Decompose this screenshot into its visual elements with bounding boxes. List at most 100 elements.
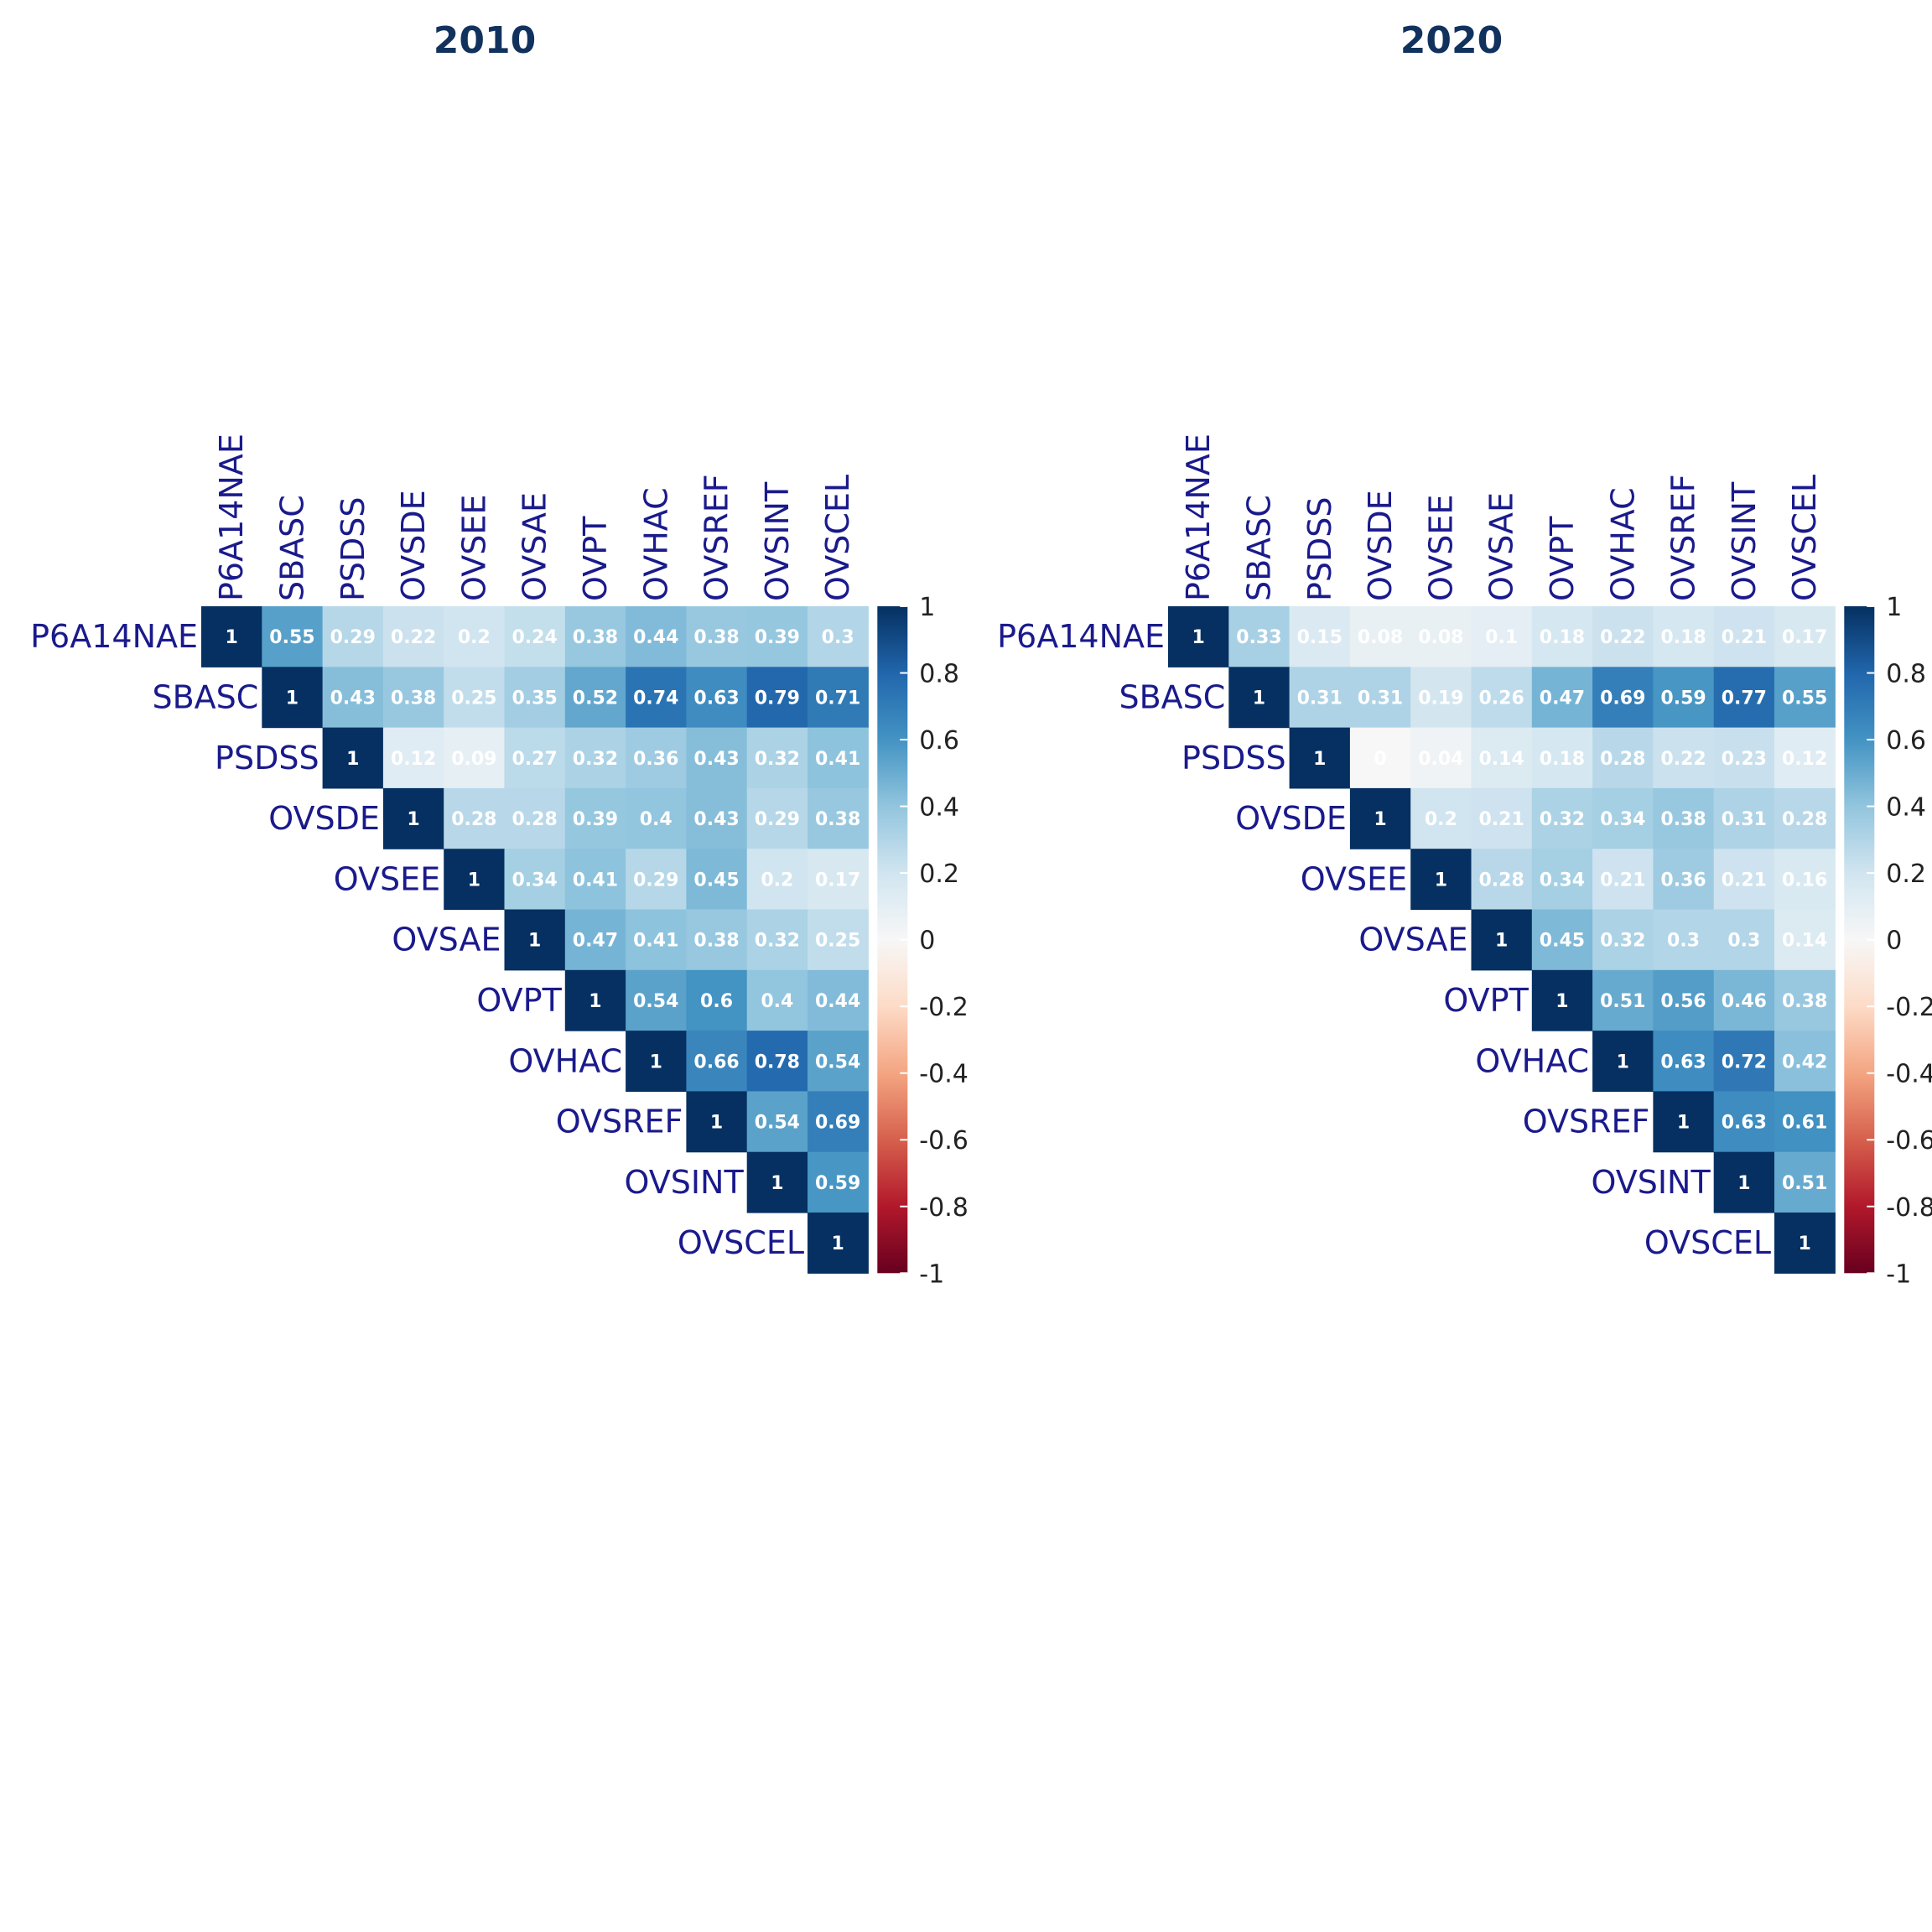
column-label: OVSDE [1362, 490, 1399, 601]
cell-value-label: 0.39 [573, 809, 618, 830]
cell-value-label: 0.22 [1660, 749, 1706, 770]
heatmap-cell [808, 667, 869, 729]
heatmap-cell [1410, 787, 1472, 849]
heatmap-cell [808, 727, 869, 789]
heatmap-cell [626, 606, 687, 667]
heatmap-cell [1592, 969, 1654, 1031]
colorbar-tick-label: -0.4 [1886, 1060, 1932, 1089]
colorbar-tick-label: -0.8 [1886, 1193, 1932, 1223]
colorbar: 1 0.8 0.6 0.4 0.2 0 -0.2 -0.4 -0.6 -0.8 -1 [877, 593, 969, 1289]
colorbar-tick-label: -0.2 [919, 993, 969, 1022]
cell-value-label: 0.38 [573, 627, 618, 648]
row-label: P6A14NAE [997, 618, 1165, 655]
row-label: SBASC [152, 678, 258, 715]
cell-value-label: 0.61 [1782, 1113, 1827, 1134]
heatmap-cell [1592, 667, 1654, 729]
row-label: OVPT [476, 982, 562, 1019]
cell-value-label: 0.47 [1540, 688, 1585, 709]
heatmap-cell [564, 909, 626, 971]
row-label: P6A14NAE [30, 618, 198, 655]
colorbar-tick-label: -0.8 [919, 1193, 969, 1223]
column-label: OVSEE [1422, 495, 1459, 601]
heatmap-cell [444, 787, 506, 849]
cell-value-label: 1 [225, 627, 237, 648]
cell-value-label: 1 [1737, 1173, 1750, 1194]
cell-value-label: 1 [1192, 627, 1204, 648]
cell-value-label: 1 [1435, 870, 1447, 891]
cell-value-label: 0.2 [458, 627, 491, 648]
heatmap-cell [1471, 606, 1533, 667]
heatmap-cell [808, 1151, 869, 1213]
heatmap-cell [1653, 849, 1715, 911]
row-label: OVSAE [392, 922, 501, 958]
cell-value-label: 0.35 [512, 688, 558, 709]
column-label: OVHAC [637, 487, 674, 601]
heatmap-cell [746, 787, 808, 849]
cell-value-label: 0.17 [815, 870, 860, 891]
cell-value-label: 0.3 [822, 627, 854, 648]
row-label: OVSREF [1523, 1104, 1650, 1140]
cell-value-label: 1 [1677, 1113, 1690, 1134]
heatmap-cell [1713, 727, 1775, 789]
heatmap-cell [1471, 727, 1533, 789]
row-label: OVHAC [1475, 1042, 1589, 1079]
heatmap-cell [626, 909, 687, 971]
heatmap-cell [808, 909, 869, 971]
column-label: SBASC [1240, 495, 1277, 601]
heatmap-cell [1774, 727, 1836, 789]
cell-value-label: 0.63 [1722, 1113, 1767, 1134]
cell-value-label: 0.3 [1727, 931, 1760, 952]
colorbar-tick-label: 0 [1886, 927, 1902, 956]
heatmap-cell [746, 1151, 808, 1213]
cell-value-label: 0.08 [1358, 627, 1403, 648]
column-label: OVSDE [395, 490, 432, 601]
cell-value-label: 0.29 [330, 627, 376, 648]
colorbar-tick-label: 0 [919, 927, 935, 956]
heatmap-cell [1774, 667, 1836, 729]
cell-value-label: 1 [589, 991, 601, 1012]
heatmap-cell [1592, 909, 1654, 971]
heatmap-cell [1349, 787, 1411, 849]
heatmap-cells: 1 0.33 0.15 0.08 0.08 0.1 0.18 0.22 0.18 0.21 0.17… [1168, 606, 1836, 1274]
cell-value-label: 0.69 [1600, 688, 1645, 709]
cell-value-label: 0.12 [391, 749, 436, 770]
heatmap-cell [1410, 606, 1472, 667]
cell-value-label: 0.38 [391, 688, 436, 709]
heatmap-cells: 1 0.55 0.29 0.22 0.2 0.24 0.38 0.44 0.38 0.39 0.3 1… [201, 606, 869, 1274]
cell-value-label: 0.04 [1418, 749, 1463, 770]
cell-value-label: 0.44 [633, 627, 678, 648]
cell-value-label: 0.38 [815, 809, 860, 830]
heatmap-cell [626, 727, 687, 789]
cell-value-label: 0 [1374, 749, 1386, 770]
row-labels: P6A14NAE SBASC PSDSS OVSDE OVSEE OVSAE OVPT OVH… [30, 618, 804, 1261]
heatmap-cell [1592, 849, 1654, 911]
cell-value-label: 1 [346, 749, 359, 770]
cell-value-label: 0.79 [755, 688, 800, 709]
cell-value-label: 0.41 [633, 931, 678, 952]
heatmap-cell [1349, 606, 1411, 667]
colorbar-tick-label: 0.6 [919, 726, 959, 756]
cell-value-label: 0.15 [1297, 627, 1343, 648]
cell-value-label: 0.32 [755, 749, 800, 770]
heatmap-cell [564, 969, 626, 1031]
heatmap-cell [1653, 667, 1715, 729]
cell-value-label: 0.72 [1722, 1052, 1767, 1072]
cell-value-label: 0.29 [755, 809, 800, 830]
colorbar: 1 0.8 0.6 0.4 0.2 0 -0.2 -0.4 -0.6 -0.8 -1 [1844, 593, 1932, 1289]
cell-value-label: 0.34 [512, 870, 558, 891]
heatmap-cell [746, 1031, 808, 1092]
row-label: OVSCEL [1644, 1224, 1771, 1261]
heatmap-cell [444, 727, 506, 789]
cell-value-label: 0.16 [1782, 870, 1827, 891]
heatmap-cell [444, 849, 506, 911]
column-label: OVSINT [759, 481, 796, 601]
heatmap-cell [1471, 849, 1533, 911]
heatmap-cell [1531, 727, 1593, 789]
cell-value-label: 0.22 [1600, 627, 1645, 648]
heatmap-cell [322, 606, 384, 667]
heatmap-cell [444, 667, 506, 729]
heatmap-cell [1410, 667, 1472, 729]
panel-2020: 2020 P6A14NAE SBASC PSDSS OVSDE OVSEE OVSAE OV… [997, 19, 1932, 1289]
heatmap-cell [564, 787, 626, 849]
